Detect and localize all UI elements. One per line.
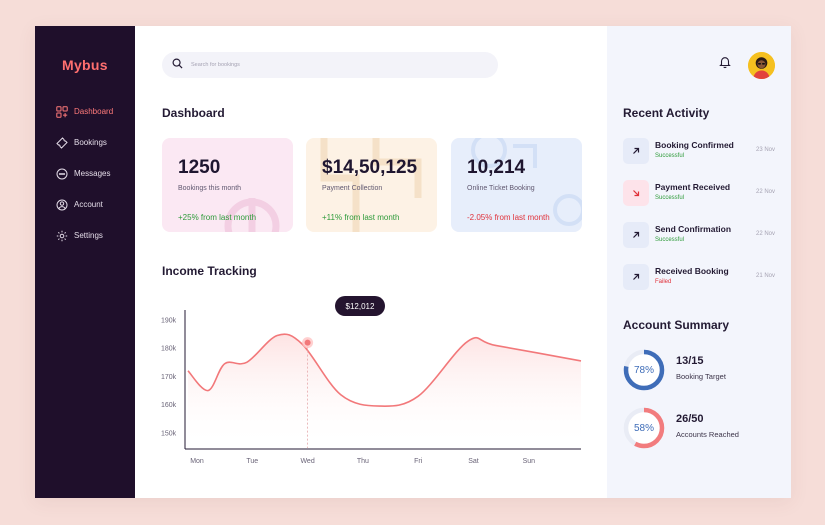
progress-fill — [623, 349, 665, 391]
income-area — [188, 334, 581, 448]
progress-fill — [623, 407, 665, 449]
dashboard-icon — [56, 105, 68, 118]
activity-date: 22 Nov — [755, 231, 775, 237]
avatar-image — [748, 52, 775, 79]
y-tick-label: 170k — [161, 374, 177, 381]
progress-percent: 58% — [633, 422, 654, 434]
recent-activity-title: Recent Activity — [623, 106, 710, 120]
activity-title: Payment Received — [655, 182, 731, 192]
income-line — [187, 333, 582, 407]
y-tick-label: 160k — [161, 402, 177, 409]
stat-change: +25% from last month — [178, 213, 257, 222]
message-icon — [56, 168, 68, 180]
sidebar-item-label: Dashboard — [74, 107, 114, 116]
arrow-down-right-icon — [623, 180, 649, 206]
sidebar-nav: Dashboard Bookings Messages Account — [56, 96, 113, 251]
sidebar-item-dashboard[interactable]: Dashboard — [56, 96, 113, 127]
activity-title: Send Confirmation — [655, 224, 732, 234]
activity-date: 21 Nov — [755, 273, 775, 279]
x-tick-label: Thu — [357, 458, 369, 465]
card-decoration — [320, 138, 422, 232]
card-decoration — [471, 138, 582, 226]
summary-accounts-reached: 58% 26/50 Accounts Reached — [623, 406, 783, 450]
activity-status: Failed — [655, 279, 672, 285]
arrow-up-right-icon — [623, 264, 649, 290]
sidebar-item-settings[interactable]: Settings — [56, 220, 113, 251]
summary-label: Booking Target — [676, 372, 726, 381]
activity-title: Received Booking — [655, 266, 729, 276]
sidebar-item-label: Settings — [74, 231, 103, 240]
activity-status: Successful — [655, 153, 685, 159]
x-tick-label: Mon — [190, 458, 204, 465]
avatar[interactable] — [748, 52, 775, 79]
arrow-up-right-icon — [623, 222, 649, 248]
bell-icon[interactable] — [718, 55, 732, 69]
stat-card-online[interactable]: 10,214 Online Ticket Booking -2.05% from… — [451, 138, 582, 232]
stat-card-payment[interactable]: $14,50,125 Payment Collection +11% from … — [306, 138, 437, 232]
chart-tooltip: $12,012 — [335, 296, 385, 316]
summary-fraction: 26/50 — [676, 413, 704, 425]
x-tick-label: Fri — [414, 458, 423, 465]
brand-logo: Mybus — [62, 57, 108, 73]
sidebar: Mybus Dashboard Bookings Messages — [35, 26, 135, 498]
sidebar-item-messages[interactable]: Messages — [56, 158, 113, 189]
activity-item[interactable]: Booking Confirmed Successful 23 Nov — [623, 138, 775, 168]
x-tick-label: Wed — [300, 458, 314, 465]
y-tick-label: 190k — [161, 318, 177, 325]
activity-item[interactable]: Send Confirmation Successful 22 Nov — [623, 222, 775, 252]
sidebar-item-account[interactable]: Account — [56, 189, 113, 220]
page-title: Dashboard — [162, 106, 225, 120]
stat-change: -2.05% from last month — [467, 213, 550, 222]
stat-value: 10,214 — [467, 157, 526, 178]
right-panel: Recent Activity Booking Confirmed Succes… — [607, 26, 791, 498]
stat-value: $14,50,125 — [322, 157, 418, 178]
income-chart: 190k 180k 170k 160k 150k Mon Tue Wed Thu Fri Sat Su… — [161, 310, 582, 465]
stat-label: Payment Collection — [322, 185, 383, 192]
account-summary-title: Account Summary — [623, 318, 730, 332]
ticket-icon — [56, 136, 68, 149]
activity-status: Successful — [655, 195, 685, 201]
user-icon — [56, 199, 68, 211]
activity-item[interactable]: Received Booking Failed 21 Nov — [623, 264, 775, 294]
sidebar-item-label: Account — [74, 200, 103, 209]
stat-label: Online Ticket Booking — [467, 185, 535, 192]
progress-percent: 78% — [633, 364, 654, 376]
activity-date: 22 Nov — [755, 189, 775, 195]
highlight-point — [304, 339, 311, 346]
x-tick-label: Tue — [246, 458, 258, 465]
sidebar-item-label: Messages — [74, 169, 111, 178]
app-window: Mybus Dashboard Bookings Messages — [35, 26, 791, 498]
stat-value: 1250 — [178, 157, 221, 178]
stat-card-bookings[interactable]: 1250 Bookings this month +25% from last … — [162, 138, 293, 232]
income-title: Income Tracking — [162, 264, 257, 278]
activity-date: 23 Nov — [755, 147, 775, 153]
summary-booking-target: 78% 13/15 Booking Target — [623, 348, 783, 392]
stat-label: Bookings this month — [178, 185, 242, 192]
activity-item[interactable]: Payment Received Successful 22 Nov — [623, 180, 775, 210]
summary-fraction: 13/15 — [676, 355, 704, 367]
search-input[interactable] — [191, 62, 471, 68]
gear-icon — [56, 230, 68, 242]
card-decoration — [224, 198, 280, 232]
sidebar-item-bookings[interactable]: Bookings — [56, 127, 113, 158]
arrow-up-right-icon — [623, 138, 649, 164]
activity-title: Booking Confirmed — [655, 140, 734, 150]
summary-label: Accounts Reached — [676, 430, 739, 439]
x-tick-label: Sat — [468, 458, 479, 465]
x-tick-label: Sun — [523, 458, 536, 465]
main-content: Dashboard 1250 Bookings this month +25% … — [135, 26, 607, 498]
sidebar-item-label: Bookings — [74, 138, 107, 147]
activity-status: Successful — [655, 237, 685, 243]
y-tick-label: 180k — [161, 346, 177, 353]
stat-change: +11% from last month — [322, 213, 400, 222]
progress-ring — [623, 349, 665, 391]
search-icon[interactable] — [172, 56, 183, 74]
y-tick-label: 150k — [161, 430, 177, 437]
search-bar[interactable] — [162, 52, 498, 78]
progress-ring — [623, 407, 665, 449]
